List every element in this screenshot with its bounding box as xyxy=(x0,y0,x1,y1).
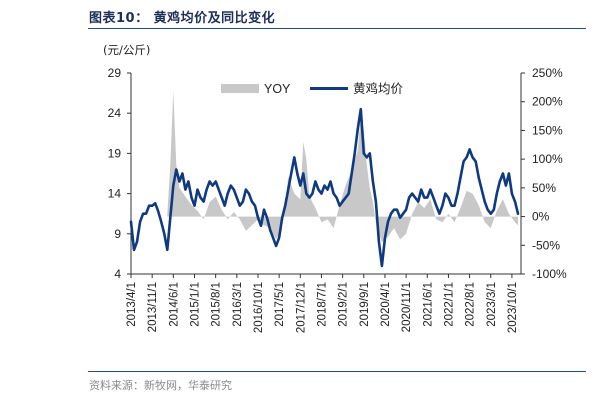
x-tick-label: 2023/3/1 xyxy=(486,282,498,327)
x-tick-label: 2017/5/1 xyxy=(274,282,286,327)
figure-title: 图表10： 黄鸡均价及同比变化 xyxy=(89,11,276,26)
x-tick-label: 2016/10/1 xyxy=(253,282,265,333)
x-tick-label: 2023/10/1 xyxy=(507,282,519,333)
x-tick-label: 2021/6/1 xyxy=(422,282,434,327)
left-tick-label: 29 xyxy=(108,66,122,80)
left-tick-label: 14 xyxy=(108,187,122,201)
x-tick-label: 2013/11/1 xyxy=(147,282,159,332)
left-tick-label: 24 xyxy=(108,106,122,120)
right-tick-label: -50% xyxy=(532,238,560,252)
title-divider xyxy=(88,28,586,29)
x-tick-label: 2013/4/1 xyxy=(126,282,138,327)
yoy-area xyxy=(167,90,519,243)
left-tick-label: 9 xyxy=(114,227,121,241)
x-tick-label: 2022/8/1 xyxy=(465,282,477,327)
x-tick-label: 2018/7/1 xyxy=(316,282,328,327)
right-tick-label: 150% xyxy=(532,123,563,137)
right-tick-label: 250% xyxy=(532,66,563,80)
x-tick-label: 2022/1/1 xyxy=(443,282,455,327)
right-tick-label: -100% xyxy=(532,267,567,281)
source-note: 资料来源：新牧网，华泰研究 xyxy=(89,379,232,392)
x-tick-label: 2015/1/1 xyxy=(189,282,201,327)
legend-label-price: 黄鸡均价 xyxy=(353,81,404,96)
x-tick-label: 2016/3/1 xyxy=(232,282,244,327)
legend-swatch-yoy xyxy=(221,84,259,93)
right-tick-label: 100% xyxy=(532,152,563,166)
x-tick-label: 2019/9/1 xyxy=(359,282,371,327)
left-tick-label: 19 xyxy=(108,146,122,160)
x-tick-label: 2019/2/1 xyxy=(338,282,350,327)
x-tick-label: 2020/11/1 xyxy=(401,282,413,332)
legend-label-yoy: YOY xyxy=(264,82,291,96)
right-tick-label: 200% xyxy=(532,95,563,109)
price-line xyxy=(129,107,520,268)
x-tick-label: 2020/4/1 xyxy=(380,282,392,327)
x-tick-label: 2014/6/1 xyxy=(168,282,180,327)
left-axis-unit: (元/公斤) xyxy=(103,43,151,57)
x-tick-label: 2017/12/1 xyxy=(295,282,307,333)
right-tick-label: 0% xyxy=(532,210,550,224)
right-tick-label: 50% xyxy=(532,181,556,195)
source-divider xyxy=(88,371,586,372)
left-tick-label: 4 xyxy=(114,267,121,281)
x-tick-label: 2015/8/1 xyxy=(211,282,223,327)
